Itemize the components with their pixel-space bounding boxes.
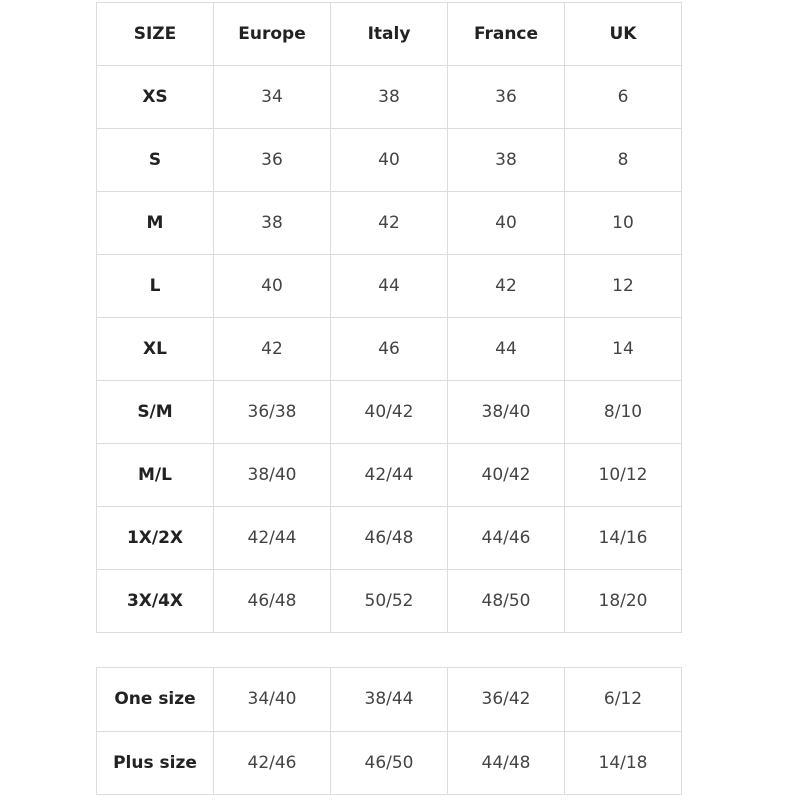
table-row: M/L 38/40 42/44 40/42 10/12 bbox=[96, 443, 682, 507]
size-label-cell: 3X/4X bbox=[96, 569, 214, 633]
size-value-cell: 46 bbox=[330, 317, 448, 381]
size-value-cell: 38 bbox=[213, 191, 331, 255]
table-row: S 36 40 38 8 bbox=[96, 128, 682, 192]
size-value-cell: 36 bbox=[213, 128, 331, 192]
size-value-cell: 18/20 bbox=[564, 569, 682, 633]
size-value-cell: 46/48 bbox=[213, 569, 331, 633]
size-value-cell: 34/40 bbox=[213, 667, 331, 732]
size-value-cell: 8/10 bbox=[564, 380, 682, 444]
table-row: L 40 44 42 12 bbox=[96, 254, 682, 318]
size-value-cell: 42/44 bbox=[213, 506, 331, 570]
table-header-row: SIZE Europe Italy France UK bbox=[96, 2, 682, 66]
size-value-cell: 46/50 bbox=[330, 730, 448, 795]
size-value-cell: 38 bbox=[447, 128, 565, 192]
size-label-cell: 1X/2X bbox=[96, 506, 214, 570]
size-value-cell: 42 bbox=[213, 317, 331, 381]
size-value-cell: 14/18 bbox=[564, 730, 682, 795]
size-value-cell: 46/48 bbox=[330, 506, 448, 570]
table-row: S/M 36/38 40/42 38/40 8/10 bbox=[96, 380, 682, 444]
size-value-cell: 40 bbox=[447, 191, 565, 255]
size-label-cell: L bbox=[96, 254, 214, 318]
size-label-cell: Plus size bbox=[96, 730, 214, 795]
size-label-cell: S/M bbox=[96, 380, 214, 444]
size-value-cell: 44/48 bbox=[447, 730, 565, 795]
size-value-cell: 40 bbox=[330, 128, 448, 192]
size-value-cell: 42 bbox=[330, 191, 448, 255]
size-label-cell: M/L bbox=[96, 443, 214, 507]
size-value-cell: 6/12 bbox=[564, 667, 682, 732]
size-value-cell: 8 bbox=[564, 128, 682, 192]
size-value-cell: 14/16 bbox=[564, 506, 682, 570]
table-row: M 38 42 40 10 bbox=[96, 191, 682, 255]
size-value-cell: 10/12 bbox=[564, 443, 682, 507]
table-row: 1X/2X 42/44 46/48 44/46 14/16 bbox=[96, 506, 682, 570]
table-row: XS 34 38 36 6 bbox=[96, 65, 682, 129]
size-value-cell: 50/52 bbox=[330, 569, 448, 633]
table-row: 3X/4X 46/48 50/52 48/50 18/20 bbox=[96, 569, 682, 633]
size-value-cell: 42/44 bbox=[330, 443, 448, 507]
size-value-cell: 44 bbox=[330, 254, 448, 318]
size-value-cell: 38/40 bbox=[447, 380, 565, 444]
size-value-cell: 48/50 bbox=[447, 569, 565, 633]
size-value-cell: 40/42 bbox=[447, 443, 565, 507]
size-value-cell: 6 bbox=[564, 65, 682, 129]
size-label-cell: XS bbox=[96, 65, 214, 129]
table-row: Plus size 42/46 46/50 44/48 14/18 bbox=[96, 730, 682, 795]
column-header: Italy bbox=[330, 2, 448, 66]
size-value-cell: 38 bbox=[330, 65, 448, 129]
table-row: One size 34/40 38/44 36/42 6/12 bbox=[96, 667, 682, 732]
special-size-table: One size 34/40 38/44 36/42 6/12 Plus size 42/4… bbox=[96, 667, 682, 795]
size-label-cell: One size bbox=[96, 667, 214, 732]
size-value-cell: 42/46 bbox=[213, 730, 331, 795]
size-value-cell: 40/42 bbox=[330, 380, 448, 444]
size-value-cell: 38/44 bbox=[330, 667, 448, 732]
size-value-cell: 36/38 bbox=[213, 380, 331, 444]
size-conversion-table: SIZE Europe Italy France UK XS 34 38 36 6 S 36 40 38… bbox=[96, 2, 682, 633]
size-value-cell: 40 bbox=[213, 254, 331, 318]
column-header: Europe bbox=[213, 2, 331, 66]
size-value-cell: 36/42 bbox=[447, 667, 565, 732]
size-label-cell: XL bbox=[96, 317, 214, 381]
size-value-cell: 44 bbox=[447, 317, 565, 381]
column-header: UK bbox=[564, 2, 682, 66]
size-label-cell: S bbox=[96, 128, 214, 192]
size-value-cell: 34 bbox=[213, 65, 331, 129]
size-value-cell: 42 bbox=[447, 254, 565, 318]
column-header: SIZE bbox=[96, 2, 214, 66]
size-value-cell: 36 bbox=[447, 65, 565, 129]
size-label-cell: M bbox=[96, 191, 214, 255]
size-value-cell: 14 bbox=[564, 317, 682, 381]
column-header: France bbox=[447, 2, 565, 66]
size-value-cell: 44/46 bbox=[447, 506, 565, 570]
table-row: XL 42 46 44 14 bbox=[96, 317, 682, 381]
size-value-cell: 12 bbox=[564, 254, 682, 318]
size-value-cell: 10 bbox=[564, 191, 682, 255]
size-value-cell: 38/40 bbox=[213, 443, 331, 507]
